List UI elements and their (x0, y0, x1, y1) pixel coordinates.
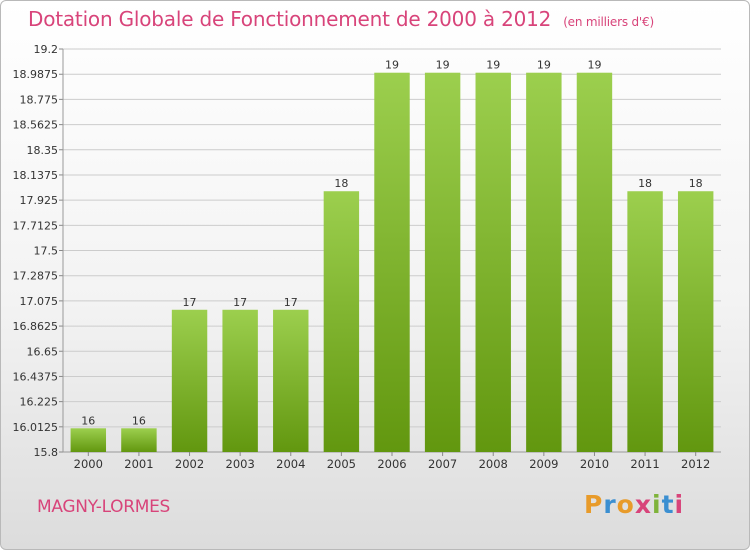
logo-letter: i (652, 490, 662, 519)
y-tick-label: 17.925 (20, 194, 59, 207)
y-tick-label: 16.0125 (13, 421, 59, 434)
bar (70, 428, 107, 452)
bar (677, 191, 714, 452)
x-tick-label: 2009 (529, 457, 558, 471)
bar (323, 191, 360, 452)
x-tick-label: 2003 (226, 457, 255, 471)
data-label: 17 (233, 296, 247, 309)
logo-letter: o (616, 490, 635, 519)
data-label: 17 (284, 296, 298, 309)
bar (222, 309, 258, 452)
data-label: 19 (385, 59, 399, 72)
x-tick-label: 2006 (377, 457, 406, 471)
y-tick-label: 17.2875 (13, 270, 59, 283)
y-tick-label: 18.9875 (13, 68, 59, 81)
data-label: 19 (587, 59, 601, 72)
data-label: 17 (183, 296, 197, 309)
bar (273, 309, 309, 452)
logo-letter: P (584, 490, 604, 519)
x-tick-label: 2008 (479, 457, 508, 471)
bar (576, 72, 613, 453)
y-tick-label: 16.65 (27, 345, 59, 358)
chart-title: Dotation Globale de Fonctionnement de 20… (28, 7, 654, 31)
y-tick-label: 15.8 (34, 446, 59, 459)
logo-letter: r (603, 490, 617, 519)
y-tick-label: 16.4375 (13, 370, 59, 383)
y-tick-label: 18.35 (27, 144, 59, 157)
title-text: Dotation Globale de Fonctionnement de 20… (28, 7, 552, 31)
x-tick-label: 2002 (175, 457, 204, 471)
bar (121, 428, 157, 452)
data-label: 19 (537, 59, 551, 72)
commune-name: MAGNY-LORMES (37, 497, 171, 517)
unit-label: (en milliers d'€) (563, 15, 654, 29)
y-tick-label: 19.2 (34, 43, 59, 56)
bar (475, 72, 511, 453)
x-tick-label: 2000 (74, 457, 103, 471)
data-label: 18 (334, 177, 348, 190)
y-tick-label: 16.8625 (13, 320, 59, 333)
data-label: 18 (689, 177, 703, 190)
bar (374, 72, 410, 453)
y-tick-label: 18.775 (20, 93, 59, 106)
bar (627, 191, 663, 452)
logo-letter: t (661, 490, 675, 519)
y-tick-label: 18.5625 (13, 119, 59, 132)
x-tick-label: 2004 (276, 457, 305, 471)
data-label: 19 (436, 59, 450, 72)
logo-letter: i (674, 490, 685, 519)
data-label: 16 (132, 414, 146, 427)
x-tick-label: 2005 (327, 457, 356, 471)
data-label: 18 (638, 177, 652, 190)
logo-letter: x (634, 490, 652, 519)
y-tick-label: 18.1375 (13, 169, 59, 182)
data-label: 16 (81, 414, 95, 427)
x-tick-label: 2007 (428, 457, 457, 471)
y-tick-label: 17.7125 (13, 219, 59, 232)
bar (171, 309, 208, 452)
data-label: 19 (486, 59, 500, 72)
x-tick-label: 2011 (630, 457, 659, 471)
x-tick-label: 2012 (681, 457, 710, 471)
y-tick-label: 16.225 (20, 396, 59, 409)
x-tick-label: 2010 (580, 457, 609, 471)
bar (526, 72, 562, 453)
y-tick-label: 17.5 (34, 245, 59, 258)
bar (424, 72, 461, 453)
x-tick-label: 2001 (124, 457, 153, 471)
proxiti-logo: Proxiti (584, 490, 684, 519)
y-tick-label: 17.075 (20, 295, 59, 308)
